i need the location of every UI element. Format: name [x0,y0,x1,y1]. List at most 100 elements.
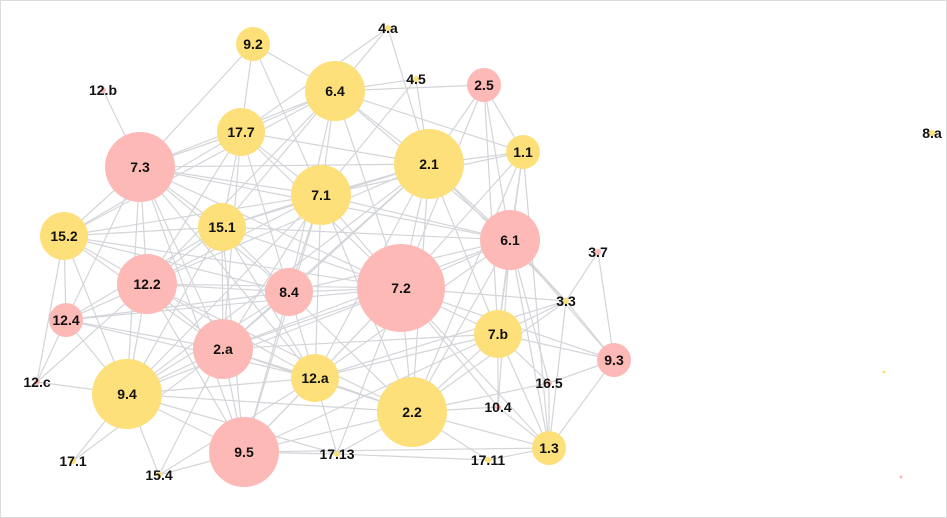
node-circle[interactable] [265,268,313,316]
node-7.2[interactable]: 7.2 [357,244,445,332]
node-circle[interactable] [377,377,447,447]
node-15.4[interactable]: 15.4 [145,467,172,483]
node-6.4[interactable]: 6.4 [305,61,365,121]
node-label: 10.4 [484,399,511,415]
node-7.1[interactable]: 7.1 [291,165,351,225]
node-label: 6.1 [500,232,520,248]
node-16.5[interactable]: 16.5 [535,375,562,391]
node-circle[interactable] [193,319,253,379]
node-circle[interactable] [92,359,162,429]
node-17.11[interactable]: 17.11 [471,452,505,468]
edge-3.3-12.a [314,300,567,379]
node-label: 9.5 [234,444,254,460]
node-circle[interactable] [597,343,631,377]
node-2.a[interactable]: 2.a [193,319,253,379]
node-circle[interactable] [305,61,365,121]
node-circle[interactable] [198,203,246,251]
node-12.a[interactable]: 12.a [291,354,339,402]
node-circle[interactable] [595,249,601,255]
node-7.3[interactable]: 7.3 [105,132,175,202]
node-label: 7.3 [130,159,150,175]
node-circle[interactable] [506,135,540,169]
node-circle[interactable] [357,244,445,332]
edge-8.4-12.4 [65,291,290,321]
node-15.1[interactable]: 15.1 [198,203,246,251]
node-label: 3.3 [556,293,576,309]
node-circle[interactable] [117,254,177,314]
node-1.3[interactable]: 1.3 [532,431,566,465]
edge-7.2-9.4 [126,287,402,395]
node-circle[interactable] [334,451,340,457]
node-2.5[interactable]: 2.5 [467,68,501,102]
node-17.13[interactable]: 17.13 [319,446,354,462]
stray-dots [882,370,903,479]
node-4.5[interactable]: 4.5 [406,71,426,87]
node-circle[interactable] [291,354,339,402]
node-12.b[interactable]: 12.b [89,82,117,98]
node-7.b[interactable]: 7.b [474,310,522,358]
node-9.3[interactable]: 9.3 [597,343,631,377]
node-9.4[interactable]: 9.4 [92,359,162,429]
node-circle[interactable] [291,165,351,225]
node-circle[interactable] [546,380,552,386]
node-8.4[interactable]: 8.4 [265,268,313,316]
node-circle[interactable] [34,379,40,385]
node-circle[interactable] [40,212,88,260]
node-label: 17.11 [471,452,505,468]
node-circle[interactable] [236,27,270,61]
node-12.4[interactable]: 12.4 [49,303,83,337]
node-2.1[interactable]: 2.1 [394,129,464,199]
node-circle[interactable] [929,130,935,136]
node-2.2[interactable]: 2.2 [377,377,447,447]
node-circle[interactable] [467,68,501,102]
edge-7.1-9.4 [126,194,322,395]
node-3.7[interactable]: 3.7 [588,244,608,260]
node-layer: 9.2 4.a 6.4 4.5 2.5 12.b 17.7 7.3 2.1 1.1 7.1 8.a 15… [23,20,942,487]
node-4.a[interactable]: 4.a [378,20,398,36]
node-circle[interactable] [394,129,464,199]
node-circle[interactable] [563,298,569,304]
node-10.4[interactable]: 10.4 [484,399,511,415]
edge-7.2-12.4 [65,287,402,321]
node-circle[interactable] [532,431,566,465]
edge-7.3-12.a [139,166,316,379]
node-circle[interactable] [485,457,491,463]
node-1.1[interactable]: 1.1 [506,135,540,169]
node-circle[interactable] [385,25,391,31]
node-label: 8.a [922,125,942,141]
node-3.3[interactable]: 3.3 [556,293,576,309]
node-15.2[interactable]: 15.2 [40,212,88,260]
node-label: 12.2 [133,276,160,292]
node-9.5[interactable]: 9.5 [209,417,279,487]
edge-7.1-15.2 [63,194,322,237]
node-label: 4.5 [406,71,426,87]
node-circle[interactable] [209,417,279,487]
node-circle[interactable] [217,108,265,156]
node-6.1[interactable]: 6.1 [480,210,540,270]
node-12.c[interactable]: 12.c [23,374,50,390]
edge-3.7-3.3 [565,251,599,302]
node-17.7[interactable]: 17.7 [217,108,265,156]
node-circle[interactable] [70,458,76,464]
edge-15.2-8.4 [63,235,290,293]
node-circle[interactable] [480,210,540,270]
edge-15.1-6.1 [221,226,511,241]
node-circle[interactable] [105,132,175,202]
node-label: 17.7 [227,124,254,140]
node-circle[interactable] [100,87,106,93]
node-label: 7.2 [391,280,411,296]
node-circle[interactable] [156,472,162,478]
node-circle[interactable] [413,76,419,82]
node-9.2[interactable]: 9.2 [236,27,270,61]
node-label: 17.13 [319,446,354,462]
edge-9.4-2.2 [126,393,413,413]
node-8.a[interactable]: 8.a [922,125,942,141]
node-label: 2.5 [474,77,494,93]
node-circle[interactable] [49,303,83,337]
edge-3.7-9.3 [597,251,615,361]
node-circle[interactable] [474,310,522,358]
node-12.2[interactable]: 12.2 [117,254,177,314]
node-circle[interactable] [495,404,501,410]
node-17.1[interactable]: 17.1 [59,453,86,469]
